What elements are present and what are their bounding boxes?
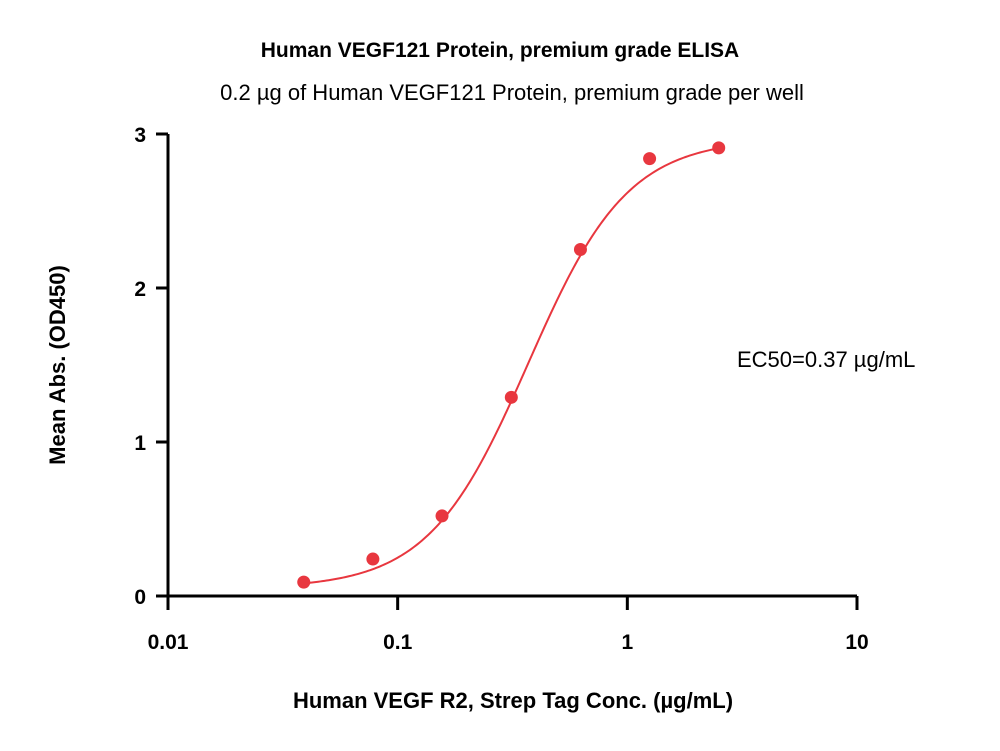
x-axis-label: Human VEGF R2, Strep Tag Conc. (µg/mL) [293,688,733,713]
x-tick-label: 0.1 [383,631,413,654]
ec50-annotation: EC50=0.37 µg/mL [737,347,915,372]
data-point [643,152,657,166]
x-tick-label: 0.01 [148,631,189,654]
fit-curve [303,147,719,585]
data-point [435,509,449,523]
x-tick-label: 1 [621,631,633,654]
chart-title: Human VEGF121 Protein, premium grade ELI… [261,39,739,62]
y-tick-label: 2 [134,278,146,301]
y-tick-label: 3 [134,124,146,147]
y-axis-label: Mean Abs. (OD450) [45,265,70,465]
data-point [504,390,518,404]
data-point [366,552,380,566]
chart-subtitle: 0.2 µg of Human VEGF121 Protein, premium… [220,80,804,105]
x-tick-label: 10 [845,631,868,654]
y-tick-label: 1 [134,432,146,455]
y-tick-label: 0 [134,586,146,609]
y-axis-ticks: 0 1 2 3 [134,124,168,609]
x-axis-ticks: 0.01 0.1 1 10 [148,596,869,654]
data-point [712,141,726,155]
data-point [297,575,311,589]
data-point [573,243,587,256]
data-points [297,141,726,589]
